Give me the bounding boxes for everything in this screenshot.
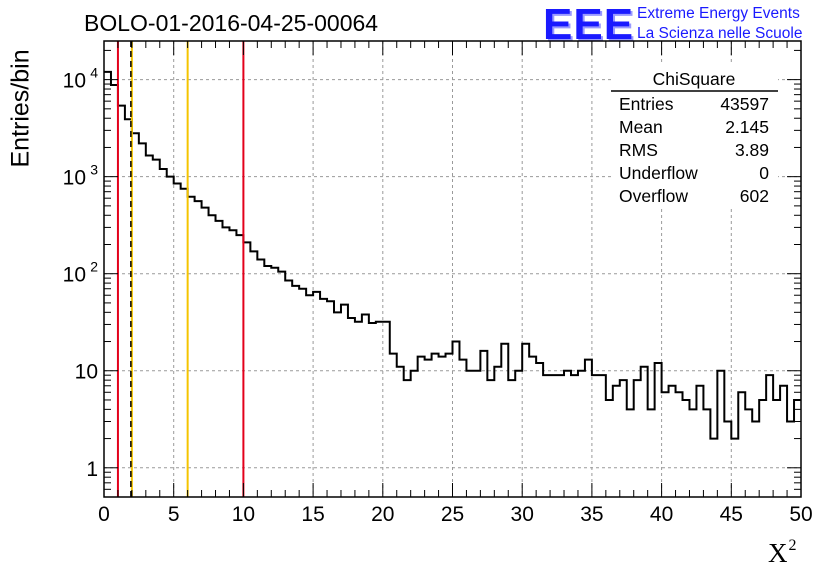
x-tick-label: 10	[232, 503, 255, 526]
logo-line-extreme-energy-events: Extreme Energy Events	[637, 5, 800, 22]
x-tick-label: 50	[789, 503, 812, 526]
stats-row-value: 602	[740, 186, 769, 206]
stats-row-label: RMS	[619, 140, 658, 160]
stats-row-label: Overflow	[619, 186, 688, 206]
stats-row-value: 43597	[720, 94, 769, 114]
x-tick-label: 25	[441, 503, 464, 526]
x-tick-label: 5	[168, 503, 180, 526]
y-tick-label: 1	[86, 458, 98, 481]
histogram-step-line	[104, 70, 801, 440]
stats-row-value: 3.89	[735, 140, 769, 160]
x-axis-label-exponent: 2	[788, 537, 797, 554]
x-tick-label: 45	[720, 503, 743, 526]
x-axis-label-base: X	[768, 538, 788, 568]
x-axis-label: X2	[768, 537, 797, 569]
stats-box-title: ChiSquare	[653, 69, 736, 89]
x-tick-label: 35	[580, 503, 603, 526]
logo-line-scienza-scuole: La Scienza nelle Scuole	[637, 25, 803, 42]
stats-box	[611, 64, 778, 207]
x-tick-label: 0	[98, 503, 110, 526]
y-tick-label: 10	[63, 167, 86, 190]
y-tick-label: 10	[63, 264, 86, 287]
stats-row-value: 2.145	[725, 117, 769, 137]
x-tick-label: 40	[650, 503, 673, 526]
x-tick-label: 30	[511, 503, 534, 526]
y-tick-label: 10	[63, 70, 86, 93]
stats-row-label: Mean	[619, 117, 663, 137]
y-tick-label: 10	[75, 361, 98, 384]
y-tick-label-exponent: 2	[90, 259, 98, 275]
x-tick-label: 20	[371, 503, 394, 526]
y-tick-label-exponent: 3	[90, 162, 98, 178]
stats-row-value: 0	[759, 163, 769, 183]
run-title: BOLO-01-2016-04-25-00064	[84, 10, 379, 36]
stats-row-label: Underflow	[619, 163, 698, 183]
stats-row-label: Entries	[619, 94, 674, 114]
y-tick-label-exponent: 4	[90, 65, 98, 81]
x-tick-label: 15	[301, 503, 324, 526]
